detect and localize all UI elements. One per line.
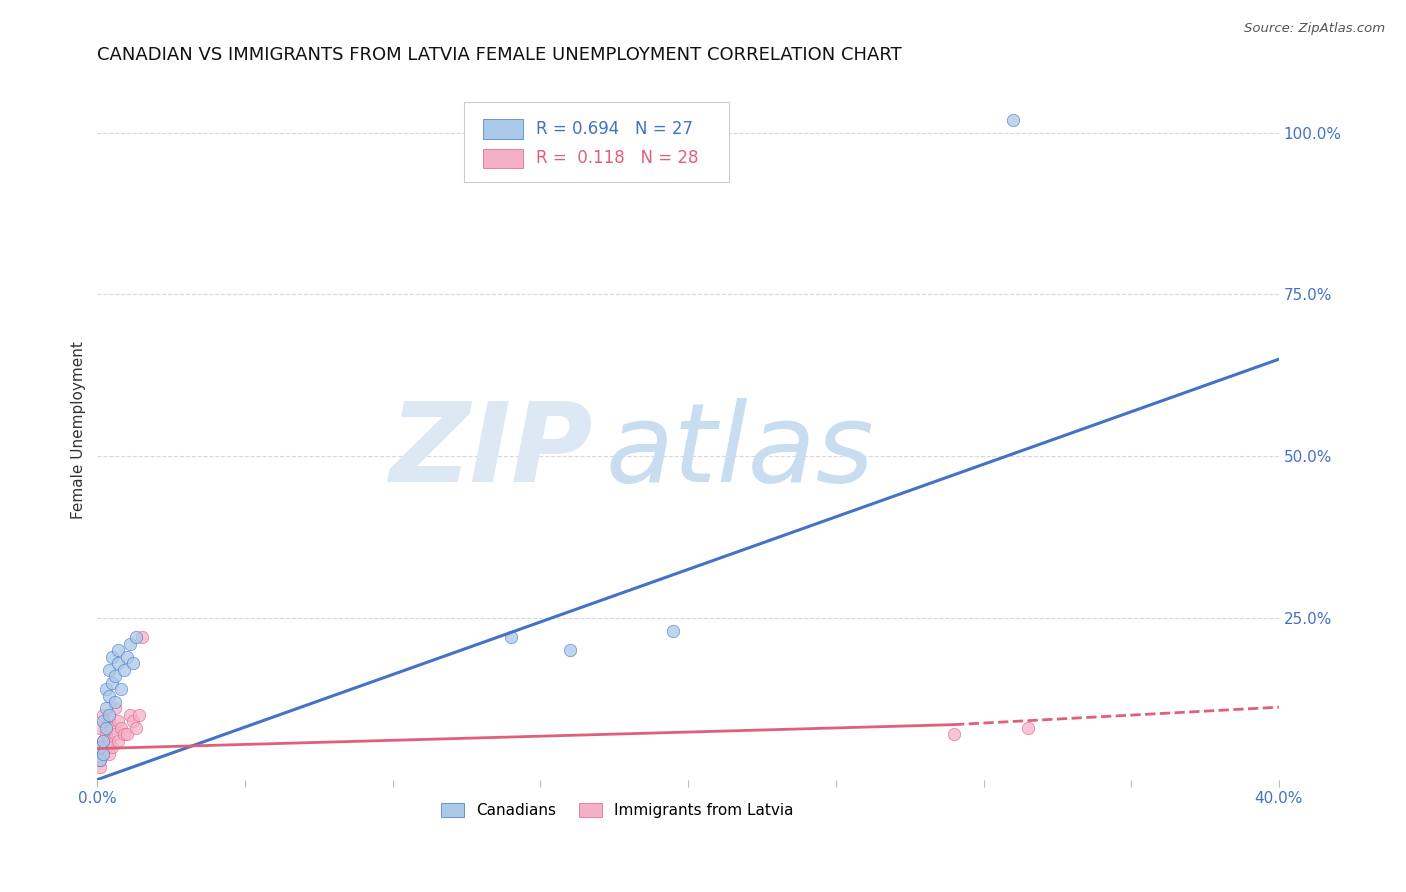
Point — [98, 663, 121, 677]
Text: ZIP: ZIP — [389, 398, 593, 505]
Point — [115, 727, 138, 741]
Point — [128, 707, 150, 722]
Point — [107, 733, 129, 747]
Point — [96, 727, 118, 741]
Point — [118, 707, 141, 722]
Point — [96, 721, 118, 735]
Point — [131, 630, 153, 644]
Point — [89, 721, 111, 735]
Point — [1002, 112, 1025, 127]
Point — [107, 714, 129, 729]
Point — [104, 727, 127, 741]
Point — [118, 637, 141, 651]
Point — [101, 675, 124, 690]
Point — [101, 721, 124, 735]
FancyBboxPatch shape — [482, 120, 523, 139]
Point — [662, 624, 685, 638]
Point — [91, 714, 114, 729]
Point — [91, 733, 114, 747]
Y-axis label: Female Unemployment: Female Unemployment — [72, 342, 86, 519]
Text: R =  0.118   N = 28: R = 0.118 N = 28 — [536, 149, 699, 168]
Legend: Canadians, Immigrants from Latvia: Canadians, Immigrants from Latvia — [434, 797, 800, 824]
Point — [121, 656, 143, 670]
Point — [115, 649, 138, 664]
Point — [89, 740, 111, 755]
Point — [107, 643, 129, 657]
Point — [91, 707, 114, 722]
Point — [110, 681, 132, 696]
Point — [558, 643, 581, 657]
Point — [98, 707, 121, 722]
Point — [89, 759, 111, 773]
Point — [98, 733, 121, 747]
Point — [98, 714, 121, 729]
Point — [89, 740, 111, 755]
Point — [98, 747, 121, 761]
FancyBboxPatch shape — [482, 149, 523, 168]
Point — [943, 727, 966, 741]
Point — [96, 740, 118, 755]
Point — [91, 747, 114, 761]
Point — [112, 727, 135, 741]
Text: R = 0.694   N = 27: R = 0.694 N = 27 — [536, 120, 693, 138]
Point — [91, 733, 114, 747]
Text: atlas: atlas — [606, 398, 875, 505]
Point — [91, 747, 114, 761]
Text: Source: ZipAtlas.com: Source: ZipAtlas.com — [1244, 22, 1385, 36]
Text: CANADIAN VS IMMIGRANTS FROM LATVIA FEMALE UNEMPLOYMENT CORRELATION CHART: CANADIAN VS IMMIGRANTS FROM LATVIA FEMAL… — [97, 46, 903, 64]
Point — [1017, 721, 1039, 735]
Point — [112, 663, 135, 677]
Point — [89, 753, 111, 767]
FancyBboxPatch shape — [464, 102, 730, 182]
Point — [125, 721, 148, 735]
Point — [104, 701, 127, 715]
Point — [125, 630, 148, 644]
Point — [107, 656, 129, 670]
Point — [101, 649, 124, 664]
Point — [101, 740, 124, 755]
Point — [110, 721, 132, 735]
Point — [104, 669, 127, 683]
Point — [499, 630, 522, 644]
Point — [98, 689, 121, 703]
Point — [121, 714, 143, 729]
Point — [89, 753, 111, 767]
Point — [104, 695, 127, 709]
Point — [96, 681, 118, 696]
Point — [96, 701, 118, 715]
